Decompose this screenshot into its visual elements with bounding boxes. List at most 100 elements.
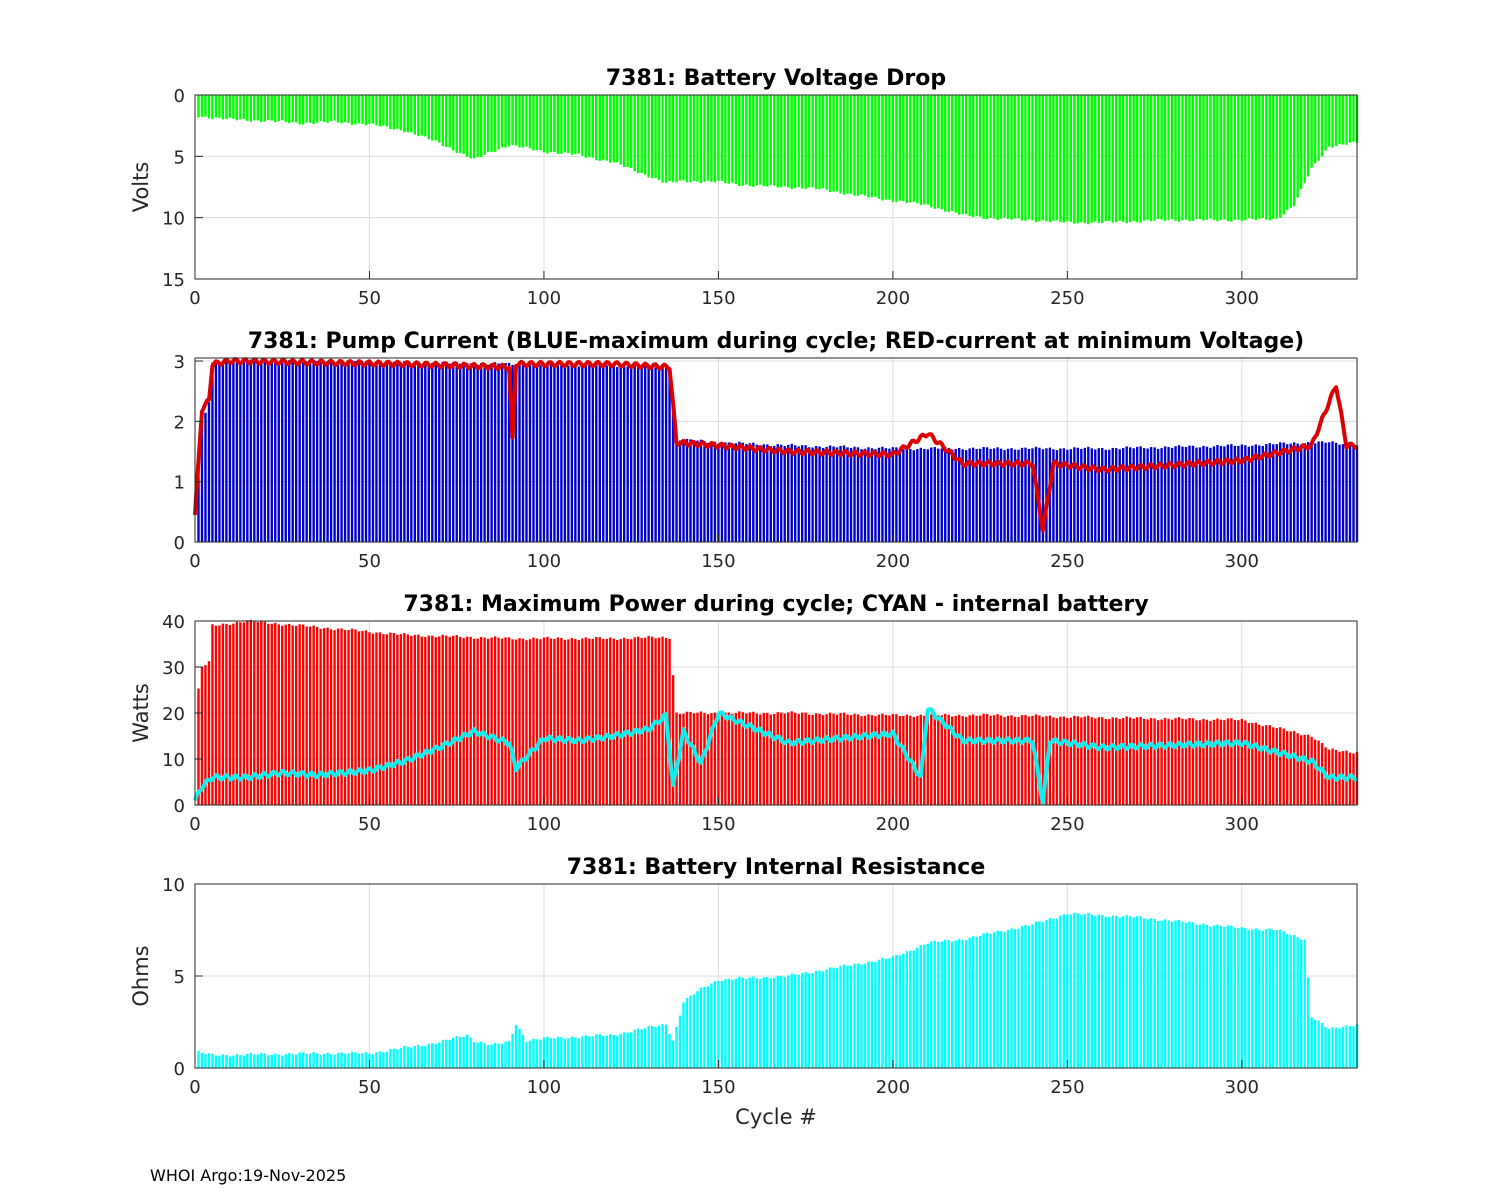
resistance-bar bbox=[748, 977, 752, 1068]
resistance-bar bbox=[654, 1026, 657, 1068]
current-bar bbox=[1045, 448, 1048, 542]
voltage-bar bbox=[336, 95, 340, 123]
current-bar bbox=[745, 444, 748, 542]
resistance-bar bbox=[1317, 1020, 1320, 1068]
voltage-bar bbox=[884, 95, 888, 200]
current-bar bbox=[1313, 443, 1317, 542]
current-xtick-label: 200 bbox=[876, 551, 910, 572]
current-bar bbox=[333, 363, 336, 542]
current-bar bbox=[277, 361, 280, 542]
resistance-bar bbox=[1017, 928, 1020, 1068]
resistance-bar bbox=[1216, 924, 1219, 1068]
current-bar bbox=[999, 448, 1003, 542]
power-bar bbox=[1233, 720, 1237, 805]
power-bar bbox=[577, 640, 581, 805]
resistance-bar bbox=[1041, 921, 1045, 1068]
voltage-bar bbox=[1184, 95, 1188, 220]
voltage-bar bbox=[507, 95, 511, 147]
power-bar bbox=[260, 620, 263, 805]
resistance-bar bbox=[329, 1054, 333, 1068]
current-bar bbox=[553, 364, 556, 542]
voltage-bar bbox=[731, 95, 734, 183]
resistance-bar bbox=[807, 973, 811, 1068]
resistance-bar bbox=[1233, 927, 1237, 1068]
resistance-bar bbox=[490, 1044, 493, 1068]
resistance-panel: 7381: Battery Internal Resistance Ohms C… bbox=[129, 855, 1359, 1129]
resistance-bar bbox=[1324, 1027, 1327, 1068]
resistance-bar bbox=[396, 1049, 399, 1068]
current-bar bbox=[274, 360, 277, 542]
current-bar bbox=[431, 362, 434, 542]
current-bar bbox=[305, 361, 308, 542]
power-bar bbox=[200, 666, 204, 805]
resistance-bar bbox=[294, 1054, 298, 1068]
current-bar bbox=[486, 364, 490, 542]
footer-credit: WHOI Argo:19-Nov-2025 bbox=[150, 1166, 347, 1185]
power-bar bbox=[1348, 752, 1352, 805]
current-bar bbox=[633, 365, 636, 542]
power-bar bbox=[898, 716, 902, 805]
voltage-bar bbox=[319, 95, 322, 122]
voltage-xtick-label: 150 bbox=[701, 288, 735, 309]
power-bar bbox=[996, 714, 999, 805]
current-bar bbox=[609, 364, 612, 542]
current-bar bbox=[1209, 447, 1212, 542]
power-bar bbox=[204, 665, 207, 805]
resistance-bar bbox=[1010, 928, 1013, 1068]
resistance-bar bbox=[1219, 926, 1223, 1068]
current-bar bbox=[1212, 446, 1216, 542]
power-bar bbox=[567, 639, 570, 805]
voltage-bar bbox=[745, 95, 748, 185]
power-bar bbox=[1170, 719, 1174, 805]
resistance-bar bbox=[828, 967, 832, 1068]
current-bar bbox=[364, 361, 368, 542]
current-bar bbox=[1251, 445, 1254, 542]
resistance-bar bbox=[288, 1053, 291, 1068]
current-bar bbox=[336, 361, 340, 542]
power-bar bbox=[305, 626, 308, 805]
current-bar bbox=[214, 363, 218, 542]
power-ytick-label: 0 bbox=[174, 796, 185, 817]
voltage-bar bbox=[874, 95, 877, 197]
resistance-bar bbox=[1045, 919, 1048, 1068]
power-bar bbox=[1052, 717, 1055, 805]
current-bar bbox=[891, 447, 895, 542]
voltage-bar bbox=[1216, 95, 1219, 222]
current-ytick-label: 2 bbox=[174, 412, 185, 433]
power-bar bbox=[274, 622, 277, 805]
current-bar bbox=[874, 449, 877, 542]
resistance-bar bbox=[877, 959, 881, 1068]
voltage-bar bbox=[1024, 95, 1027, 221]
resistance-bar bbox=[619, 1034, 622, 1068]
resistance-bar bbox=[814, 970, 818, 1068]
power-bar bbox=[902, 715, 905, 805]
voltage-bar bbox=[518, 95, 521, 148]
resistance-bar bbox=[804, 972, 807, 1068]
voltage-bar bbox=[1223, 95, 1226, 220]
power-bar bbox=[895, 714, 898, 805]
current-bar bbox=[1289, 443, 1292, 542]
voltage-bar bbox=[207, 95, 211, 119]
voltage-bar bbox=[1202, 95, 1205, 221]
resistance-bar bbox=[1031, 924, 1034, 1068]
power-bar bbox=[375, 632, 378, 805]
voltage-bar bbox=[256, 95, 260, 121]
voltage-bar bbox=[417, 95, 420, 137]
voltage-bar bbox=[1073, 95, 1076, 224]
power-bar bbox=[944, 713, 947, 805]
resistance-bar bbox=[982, 933, 985, 1068]
power-bar bbox=[263, 621, 266, 805]
voltage-bar bbox=[490, 95, 493, 152]
power-bar bbox=[542, 637, 546, 805]
current-axes-box bbox=[194, 357, 1358, 543]
voltage-bar bbox=[410, 95, 413, 133]
resistance-bar bbox=[378, 1051, 382, 1068]
current-bar bbox=[937, 448, 940, 542]
resistance-bar bbox=[518, 1028, 521, 1068]
power-bar bbox=[281, 625, 284, 805]
voltage-bar bbox=[1296, 95, 1299, 198]
power-bar bbox=[1198, 720, 1202, 805]
resistance-bar bbox=[364, 1052, 368, 1068]
resistance-bar bbox=[975, 936, 978, 1068]
current-bar bbox=[445, 362, 448, 542]
